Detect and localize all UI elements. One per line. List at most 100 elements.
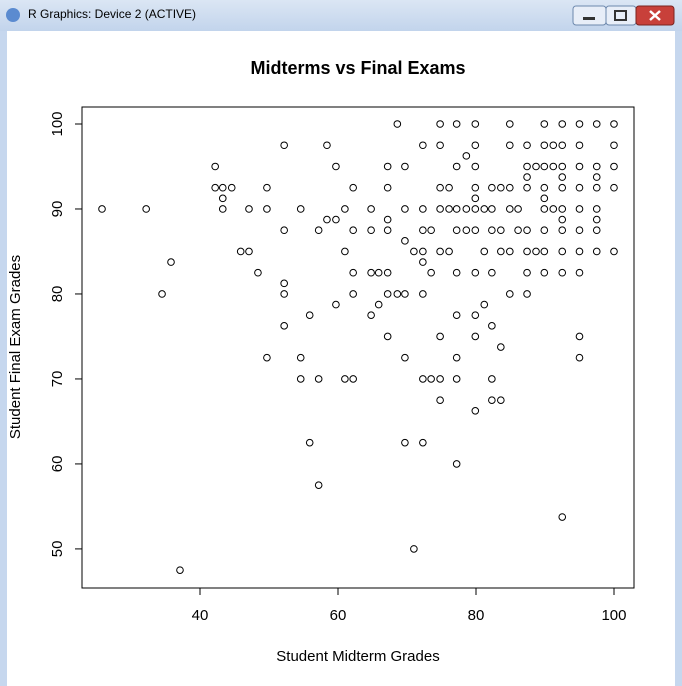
point xyxy=(558,120,567,128)
point xyxy=(575,183,584,192)
y-axis-title: Student Final Exam Grades xyxy=(7,255,24,439)
point xyxy=(480,247,489,256)
close-icon xyxy=(649,10,661,21)
point xyxy=(323,141,331,150)
point xyxy=(296,375,305,383)
plot-device xyxy=(7,31,675,686)
point xyxy=(393,290,402,298)
window-title: R Graphics: Device 2 (ACTIVE) xyxy=(28,7,196,21)
point xyxy=(218,183,227,192)
point xyxy=(575,141,584,150)
point xyxy=(506,120,514,128)
point xyxy=(419,290,427,298)
point xyxy=(436,247,444,256)
y-tick-label: 70 xyxy=(49,371,66,388)
point xyxy=(488,396,496,404)
maximize-button[interactable] xyxy=(605,5,637,26)
point xyxy=(462,152,471,160)
point xyxy=(462,226,471,235)
x-tick-label: 100 xyxy=(601,607,626,624)
point xyxy=(540,183,549,192)
point xyxy=(227,183,236,192)
point xyxy=(367,226,375,235)
point xyxy=(349,183,357,192)
point xyxy=(142,205,150,213)
point xyxy=(610,162,618,171)
point xyxy=(332,300,340,309)
point xyxy=(592,247,601,256)
point xyxy=(305,311,314,320)
point xyxy=(158,290,166,298)
point xyxy=(427,268,435,277)
point xyxy=(540,268,549,277)
point xyxy=(558,173,567,181)
point xyxy=(349,290,357,298)
point xyxy=(383,215,392,224)
point xyxy=(280,322,288,330)
point xyxy=(383,162,392,171)
point xyxy=(211,183,219,192)
point xyxy=(497,343,505,351)
point xyxy=(488,183,496,192)
point xyxy=(452,353,461,362)
y-tick-label: 100 xyxy=(49,111,66,136)
point xyxy=(558,268,567,277)
title-bar xyxy=(0,0,682,31)
point xyxy=(211,162,219,171)
point xyxy=(488,226,496,235)
point xyxy=(523,290,531,298)
point xyxy=(436,375,444,383)
point xyxy=(610,141,618,150)
point xyxy=(410,247,418,256)
y-tick-label: 60 xyxy=(49,456,66,473)
point xyxy=(549,205,558,213)
point xyxy=(314,226,323,235)
point xyxy=(401,237,409,245)
point xyxy=(445,247,453,256)
point xyxy=(218,205,227,213)
point xyxy=(236,247,245,256)
point xyxy=(592,173,601,181)
point xyxy=(471,226,480,235)
point xyxy=(410,545,418,553)
point xyxy=(575,332,584,341)
point xyxy=(488,268,496,277)
point xyxy=(523,173,531,181)
y-tick-label: 90 xyxy=(49,201,66,218)
y-tick-label: 80 xyxy=(49,286,66,303)
maximize-icon xyxy=(614,10,627,21)
point xyxy=(367,311,375,320)
point xyxy=(471,407,480,415)
point xyxy=(296,353,305,362)
point xyxy=(610,120,618,128)
point xyxy=(349,268,357,277)
point xyxy=(419,205,427,213)
point xyxy=(523,162,531,171)
point xyxy=(349,226,357,235)
point xyxy=(341,247,349,256)
minimize-button[interactable] xyxy=(572,5,607,26)
point xyxy=(471,332,480,341)
point xyxy=(341,375,349,383)
point xyxy=(540,194,549,203)
point xyxy=(445,183,453,192)
point xyxy=(575,247,584,256)
point xyxy=(523,226,531,235)
point xyxy=(575,353,584,362)
x-tick-label: 60 xyxy=(330,607,347,624)
chart-title: Midterms vs Final Exams xyxy=(250,58,465,78)
point xyxy=(558,226,567,235)
point xyxy=(401,290,409,298)
point xyxy=(419,258,427,266)
point xyxy=(497,226,505,235)
point xyxy=(332,215,340,224)
point xyxy=(480,300,489,309)
point xyxy=(383,332,392,341)
point xyxy=(540,205,549,213)
point xyxy=(592,120,601,128)
point xyxy=(558,162,567,171)
point xyxy=(497,247,505,256)
point xyxy=(383,290,392,298)
point xyxy=(452,226,461,235)
point xyxy=(514,205,522,213)
